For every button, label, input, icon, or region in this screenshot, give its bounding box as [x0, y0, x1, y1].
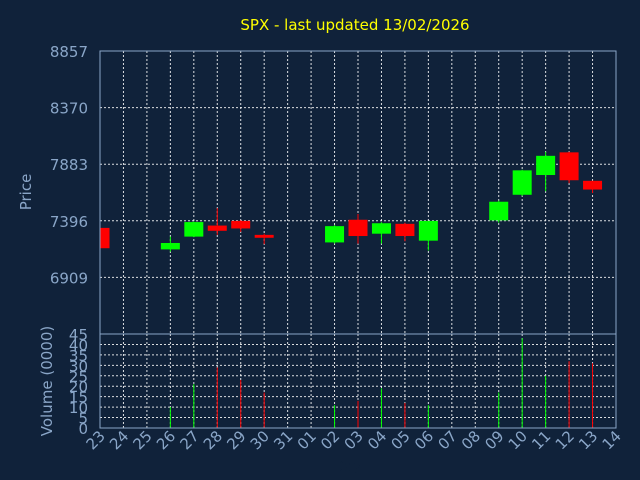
price-axis-label: Price [17, 174, 35, 211]
price-tick-label: 8857 [50, 43, 88, 61]
day-tick-label: 05 [388, 427, 414, 453]
candle-body [395, 223, 415, 237]
price-tick-label: 7396 [50, 213, 88, 231]
candle-body [371, 223, 391, 234]
day-tick-label: 28 [200, 427, 226, 453]
volume-tick-label: 45 [69, 326, 88, 344]
chart-title: SPX - last updated 13/02/2026 [240, 16, 469, 34]
day-tick-label: 04 [364, 427, 390, 453]
day-tick-label: 06 [411, 427, 437, 453]
price-tick-labels: 8857 8370 7883 7396 6909 [50, 43, 88, 287]
candles [99, 151, 603, 252]
x-axis-label: Day [333, 459, 361, 475]
price-tick-label: 7883 [50, 156, 88, 174]
candle-body [100, 227, 110, 249]
candle-body [231, 220, 251, 229]
day-tick-label: 13 [575, 427, 601, 453]
candle-body [559, 152, 579, 181]
volume-tick-label: 20 [69, 378, 88, 396]
day-tick-label: 27 [176, 427, 202, 453]
price-grid [100, 51, 616, 334]
day-tick-label: 03 [341, 427, 367, 453]
candle-body [254, 234, 274, 238]
candle-body [207, 225, 227, 231]
day-tick-label: 24 [106, 427, 132, 453]
candle-body [512, 170, 532, 195]
volume-panel-frame [99, 333, 617, 429]
day-tick-label: 11 [528, 427, 554, 453]
day-tick-labels: 2324252627282930310102030405060708091011… [83, 427, 625, 453]
candle-body [489, 201, 509, 221]
volume-tick-label: 0 [78, 420, 88, 438]
candle-body [184, 222, 204, 237]
volume-axis-label: Volume (0000) [38, 326, 56, 436]
volume-tick-label: 30 [69, 357, 88, 375]
volume-tick-label: 35 [69, 347, 88, 365]
candle-body [583, 180, 603, 190]
volume-tick-label: 5 [78, 410, 88, 428]
day-tick-label: 26 [153, 427, 179, 453]
day-tick-label: 25 [130, 427, 156, 453]
volume-bars [169, 338, 594, 428]
candle-body [160, 242, 180, 250]
candle-body [536, 155, 556, 176]
day-tick-label: 29 [223, 427, 249, 453]
volume-tick-label: 15 [69, 389, 88, 407]
volume-tick-label: 10 [69, 399, 88, 417]
day-tick-label: 01 [294, 427, 320, 453]
candle-body [418, 220, 438, 241]
price-tick-label: 8370 [50, 100, 88, 118]
volume-tick-label: 40 [69, 336, 88, 354]
day-tick-label: 02 [317, 427, 343, 453]
day-tick-label: 10 [505, 427, 531, 453]
day-tick-label: 07 [434, 427, 460, 453]
price-tick-label: 6909 [50, 269, 88, 287]
candle-body [325, 226, 345, 243]
day-tick-label: 12 [552, 427, 578, 453]
volume-tick-label: 25 [69, 368, 88, 386]
day-tick-label: 31 [270, 427, 296, 453]
day-tick-label: 14 [599, 427, 625, 453]
day-tick-label: 08 [458, 427, 484, 453]
candle-body [348, 219, 368, 237]
day-tick-label: 09 [481, 427, 507, 453]
day-tick-label: 30 [247, 427, 273, 453]
